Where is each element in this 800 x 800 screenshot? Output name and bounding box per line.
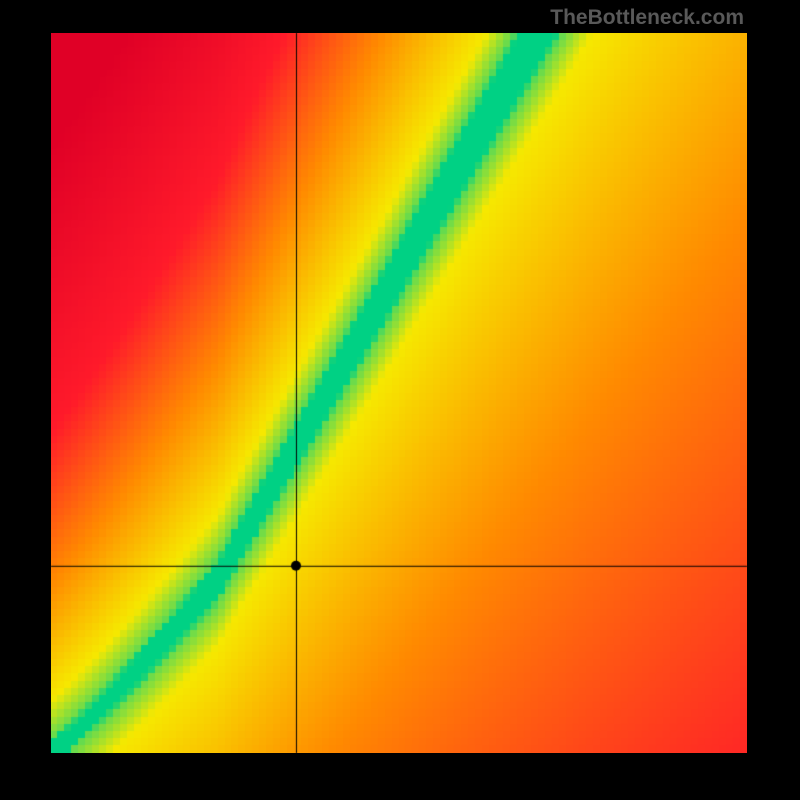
chart-container: TheBottleneck.com: [0, 0, 800, 800]
watermark-text: TheBottleneck.com: [550, 6, 744, 30]
bottleneck-heatmap: [51, 33, 747, 753]
